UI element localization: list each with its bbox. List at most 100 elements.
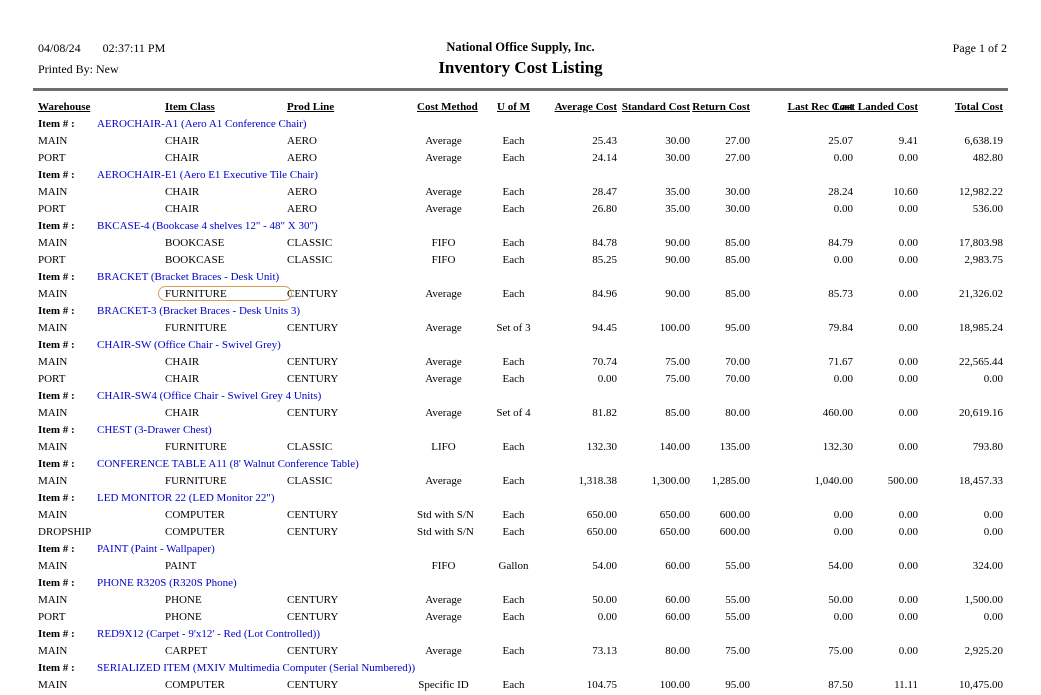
cell-warehouse: MAIN xyxy=(38,678,68,691)
cell-average-cost: 94.45 xyxy=(592,321,617,334)
cell-item-class: FURNITURE xyxy=(165,321,227,334)
cell-last-rec-cost: 0.00 xyxy=(833,372,853,385)
warehouse-data-row: PORT BOOKCASE CLASSIC FIFO Each 85.25 90.00 85.… xyxy=(33,251,1003,268)
item-link[interactable]: BKCASE-4 (Bookcase 4 shelves 12" - 48" X… xyxy=(97,219,318,232)
item-group-row: Item # : CHAIR-SW4 (Office Chair - Swivel… xyxy=(33,387,1003,404)
cell-cost-method: Average xyxy=(425,287,462,300)
cell-cost-method: Average xyxy=(425,185,462,198)
item-link[interactable]: BRACKET-3 (Bracket Braces - Desk Units 3… xyxy=(97,304,301,317)
cell-cost-method: Average xyxy=(425,372,462,385)
cell-standard-cost: 100.00 xyxy=(659,678,690,691)
cell-average-cost: 84.78 xyxy=(592,236,617,249)
printed-by-value: New xyxy=(96,62,119,76)
cell-total-cost: 20,619.16 xyxy=(959,406,1003,419)
warehouse-data-row: MAIN CHAIR CENTURY Average Each 70.74 75.00 70.… xyxy=(33,353,1003,370)
item-link[interactable]: CONFERENCE TABLE A11 (8' Walnut Conferen… xyxy=(97,457,359,470)
cell-prod-line: CLASSIC xyxy=(287,474,333,487)
cell-standard-cost: 60.00 xyxy=(665,593,690,606)
cell-total-cost: 324.00 xyxy=(972,559,1003,572)
item-link[interactable]: BRACKET (Bracket Braces - Desk Unit) xyxy=(97,270,280,283)
cell-prod-line: CLASSIC xyxy=(287,253,333,266)
item-link[interactable]: PHONE R320S (R320S Phone) xyxy=(97,576,237,589)
cell-return-cost: 85.00 xyxy=(725,253,750,266)
cell-prod-line: CENTURY xyxy=(287,372,339,385)
cell-return-cost: 600.00 xyxy=(719,508,750,521)
item-link[interactable]: CHEST (3-Drawer Chest) xyxy=(97,423,212,436)
item-link[interactable]: AEROCHAIR-E1 (Aero E1 Executive Tile Cha… xyxy=(97,168,318,181)
item-number-label: Item # : xyxy=(38,219,75,232)
item-number-label: Item # : xyxy=(38,304,75,317)
printed-by-label: Printed By: xyxy=(38,62,94,76)
item-number-label: Item # : xyxy=(38,117,75,130)
item-group-cell: Item # : BRACKET (Bracket Braces - Desk U… xyxy=(33,268,1003,285)
cell-average-cost: 26.80 xyxy=(592,202,617,215)
cell-standard-cost: 90.00 xyxy=(665,236,690,249)
cell-u-of-m: Each xyxy=(502,474,525,487)
cell-u-of-m: Each xyxy=(502,151,525,164)
column-header-return-cost: Return Cost xyxy=(692,100,750,113)
column-header-cost-method: Cost Method xyxy=(417,100,478,113)
item-link[interactable]: RED9X12 (Carpet - 9'x12' - Red (Lot Cont… xyxy=(97,627,321,640)
cell-average-cost: 85.25 xyxy=(592,253,617,266)
column-header-item-class: Item Class xyxy=(165,100,215,113)
item-link[interactable]: CHAIR-SW (Office Chair - Swivel Grey) xyxy=(97,338,281,351)
item-group-cell: Item # : CHEST (3-Drawer Chest) xyxy=(33,421,1003,438)
cell-prod-line xyxy=(287,557,417,574)
cell-total-cost: 18,457.33 xyxy=(959,474,1003,487)
item-link[interactable]: LED MONITOR 22 (LED Monitor 22") xyxy=(97,491,275,504)
cell-warehouse: MAIN xyxy=(38,508,68,521)
item-group-row: Item # : AEROCHAIR-E1 (Aero E1 Executive … xyxy=(33,166,1003,183)
cell-cost-method: Specific ID xyxy=(418,678,469,691)
cell-return-cost: 85.00 xyxy=(725,236,750,249)
cell-cost-method: Average xyxy=(425,355,462,368)
page-indicator: Page 1 of 2 xyxy=(952,41,1007,55)
cell-u-of-m: Each xyxy=(502,372,525,385)
cell-cost-method: FIFO xyxy=(431,236,456,249)
cell-prod-line: CENTURY xyxy=(287,610,339,623)
cell-u-of-m: Each xyxy=(502,593,525,606)
cell-return-cost: 600.00 xyxy=(719,525,750,538)
cell-prod-line: AERO xyxy=(287,134,317,147)
warehouse-data-row: MAIN FURNITURE CLASSIC Average Each 1,318.38 1… xyxy=(33,472,1003,489)
cell-average-cost: 104.75 xyxy=(586,678,617,691)
cell-warehouse: MAIN xyxy=(38,593,68,606)
report-title: Inventory Cost Listing xyxy=(438,58,603,77)
item-link[interactable]: SERIALIZED ITEM (MXIV Multimedia Compute… xyxy=(97,661,416,674)
cell-item-class: FURNITURE xyxy=(165,474,227,487)
cell-return-cost: 70.00 xyxy=(725,372,750,385)
table-header-row: Warehouse Item Class Prod Line Cost Method U… xyxy=(33,98,1003,115)
item-group-row: Item # : RED9X12 (Carpet - 9'x12' - Red (… xyxy=(33,625,1003,642)
cell-prod-line: AERO xyxy=(287,202,317,215)
cell-last-landed-cost: 10.60 xyxy=(893,185,918,198)
column-header-prod-line: Prod Line xyxy=(287,100,335,113)
cell-prod-line: CLASSIC xyxy=(287,236,333,249)
item-link[interactable]: AEROCHAIR-A1 (Aero A1 Conference Chair) xyxy=(97,117,307,130)
column-header-warehouse: Warehouse xyxy=(38,100,91,113)
cell-cost-method: Std with S/N xyxy=(417,525,474,538)
cell-warehouse: PORT xyxy=(38,202,66,215)
cell-standard-cost: 60.00 xyxy=(665,610,690,623)
item-group-row: Item # : CONFERENCE TABLE A11 (8' Walnut … xyxy=(33,455,1003,472)
cell-standard-cost: 100.00 xyxy=(659,321,690,334)
cell-average-cost: 1,318.38 xyxy=(578,474,618,487)
item-group-row: Item # : PHONE R320S (R320S Phone) xyxy=(33,574,1003,591)
cell-last-landed-cost: 0.00 xyxy=(898,593,918,606)
cell-last-rec-cost: 54.00 xyxy=(828,559,853,572)
item-number-label: Item # : xyxy=(38,168,75,181)
cell-total-cost: 12,982.22 xyxy=(959,185,1003,198)
cell-return-cost: 27.00 xyxy=(725,134,750,147)
cell-total-cost: 0.00 xyxy=(983,610,1003,623)
cell-last-rec-cost: 87.50 xyxy=(828,678,853,691)
cell-u-of-m: Each xyxy=(502,253,525,266)
item-link[interactable]: CHAIR-SW4 (Office Chair - Swivel Grey 4 … xyxy=(97,389,322,402)
cell-u-of-m: Set of 4 xyxy=(496,406,531,419)
cell-last-landed-cost: 0.00 xyxy=(898,202,918,215)
cell-u-of-m: Each xyxy=(502,287,525,300)
warehouse-data-row: MAIN COMPUTER CENTURY Std with S/N Each 650.0… xyxy=(33,506,1003,523)
warehouse-data-row: MAIN PHONE CENTURY Average Each 50.00 60.00 55.… xyxy=(33,591,1003,608)
cell-standard-cost: 35.00 xyxy=(665,202,690,215)
cell-prod-line: CENTURY xyxy=(287,287,339,300)
cell-warehouse: MAIN xyxy=(38,559,68,572)
item-link[interactable]: PAINT (Paint - Wallpaper) xyxy=(97,542,215,555)
warehouse-data-row: MAIN PAINT FIFO Gallon 54.00 60.00 55.00 54.00 0… xyxy=(33,557,1003,574)
